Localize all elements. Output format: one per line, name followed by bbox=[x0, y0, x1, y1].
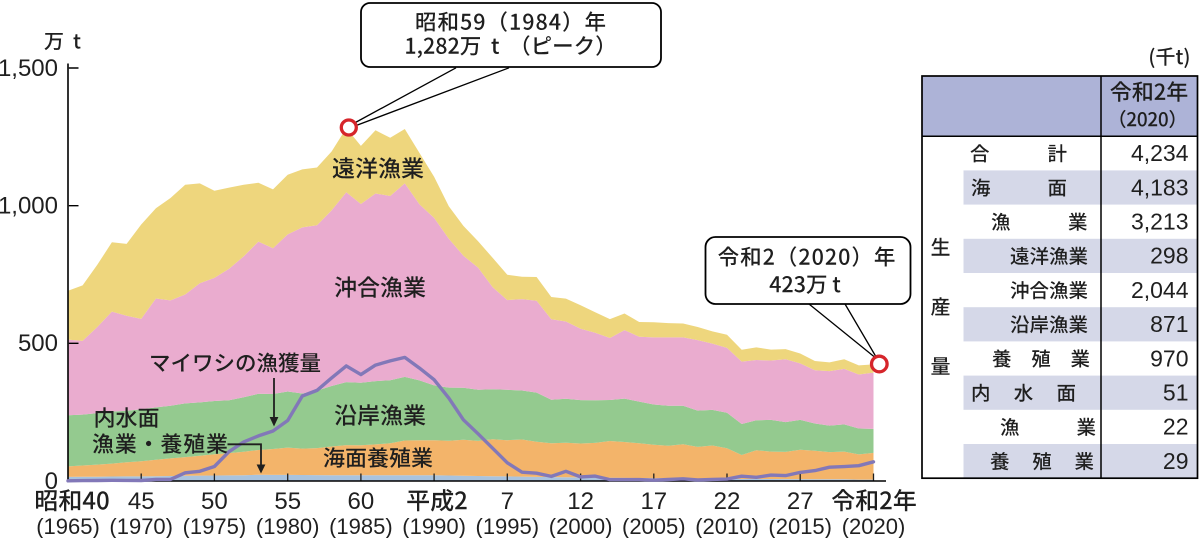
svg-text:(2015): (2015) bbox=[768, 514, 832, 538]
svg-text:27: 27 bbox=[787, 488, 814, 515]
svg-text:298: 298 bbox=[1150, 243, 1188, 269]
svg-text:(1990): (1990) bbox=[402, 514, 466, 538]
svg-text:50: 50 bbox=[201, 488, 228, 515]
svg-text:12: 12 bbox=[567, 488, 594, 515]
svg-text:1,500: 1,500 bbox=[0, 55, 58, 82]
svg-text:(1975): (1975) bbox=[183, 514, 247, 538]
svg-text:4,183: 4,183 bbox=[1131, 174, 1189, 200]
svg-text:(1970): (1970) bbox=[109, 514, 173, 538]
svg-text:(1995): (1995) bbox=[476, 514, 540, 538]
svg-text:7: 7 bbox=[501, 488, 514, 515]
svg-text:(2010): (2010) bbox=[695, 514, 759, 538]
svg-text:970: 970 bbox=[1150, 345, 1188, 371]
svg-text:4,234: 4,234 bbox=[1131, 140, 1189, 166]
svg-text:0: 0 bbox=[45, 468, 58, 495]
svg-text:51: 51 bbox=[1163, 380, 1189, 406]
svg-text:(2005): (2005) bbox=[622, 514, 686, 538]
svg-text:871: 871 bbox=[1150, 311, 1188, 337]
svg-text:45: 45 bbox=[128, 488, 155, 515]
svg-text:22: 22 bbox=[714, 488, 741, 515]
svg-text:(1965): (1965) bbox=[36, 514, 100, 538]
svg-text:55: 55 bbox=[274, 488, 301, 515]
svg-text:1,000: 1,000 bbox=[0, 193, 58, 220]
svg-text:17: 17 bbox=[640, 488, 667, 515]
svg-text:3,213: 3,213 bbox=[1131, 209, 1189, 235]
svg-text:(2020): (2020) bbox=[842, 514, 906, 538]
svg-text:500: 500 bbox=[18, 330, 58, 357]
svg-text:60: 60 bbox=[348, 488, 375, 515]
svg-text:29: 29 bbox=[1163, 448, 1189, 474]
svg-text:(2000): (2000) bbox=[549, 514, 613, 538]
svg-text:(1980): (1980) bbox=[256, 514, 320, 538]
svg-text:2,044: 2,044 bbox=[1131, 277, 1189, 303]
svg-text:(1985): (1985) bbox=[329, 514, 393, 538]
svg-text:22: 22 bbox=[1163, 414, 1189, 440]
